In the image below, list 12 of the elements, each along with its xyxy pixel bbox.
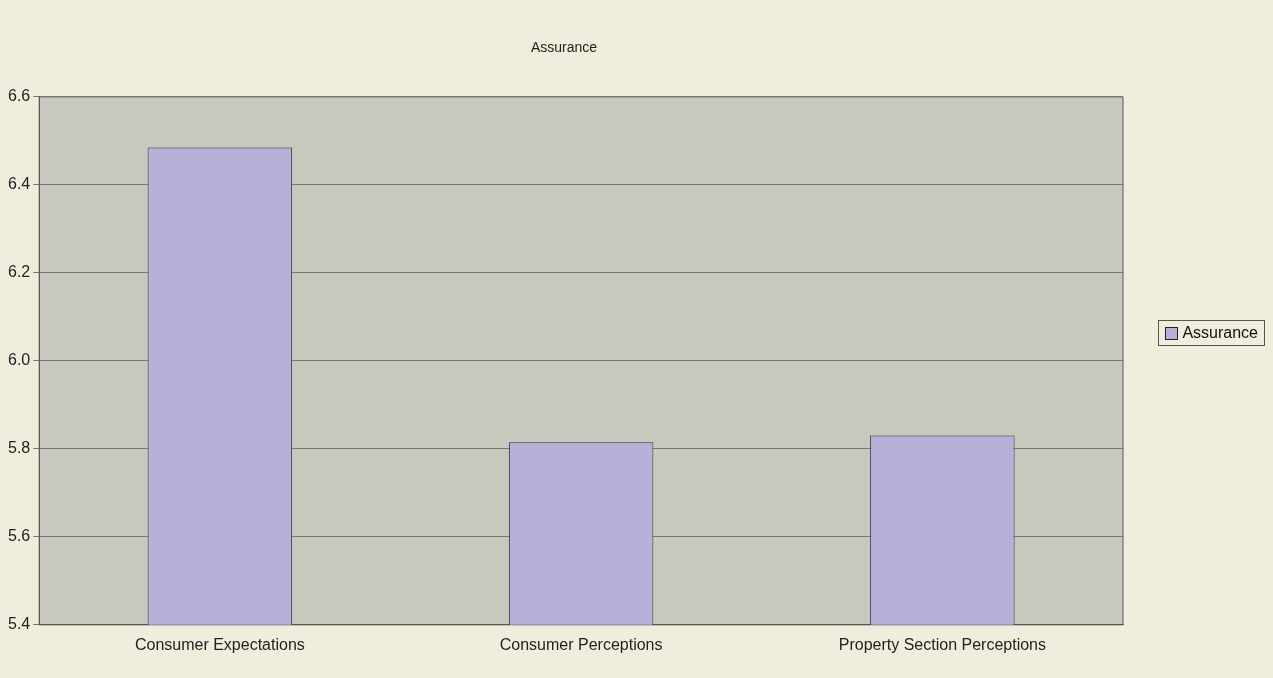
x-tick-label: Property Section Perceptions bbox=[838, 635, 1046, 653]
y-tick-label: 5.4 bbox=[7, 615, 31, 633]
x-tick-label: Consumer Expectations bbox=[134, 635, 305, 653]
chart-title: Assurance bbox=[530, 39, 598, 56]
x-tick-label: Consumer Perceptions bbox=[499, 635, 663, 653]
y-tick-label: 5.8 bbox=[7, 439, 31, 457]
y-tick-label: 5.6 bbox=[7, 527, 31, 545]
y-tick-label: 6.4 bbox=[7, 175, 31, 193]
y-tick-label: 6.6 bbox=[7, 87, 31, 105]
legend-label: Assurance bbox=[1182, 324, 1258, 342]
y-tick-label: 6.2 bbox=[7, 263, 31, 281]
y-tick-label: 6.0 bbox=[7, 351, 31, 369]
